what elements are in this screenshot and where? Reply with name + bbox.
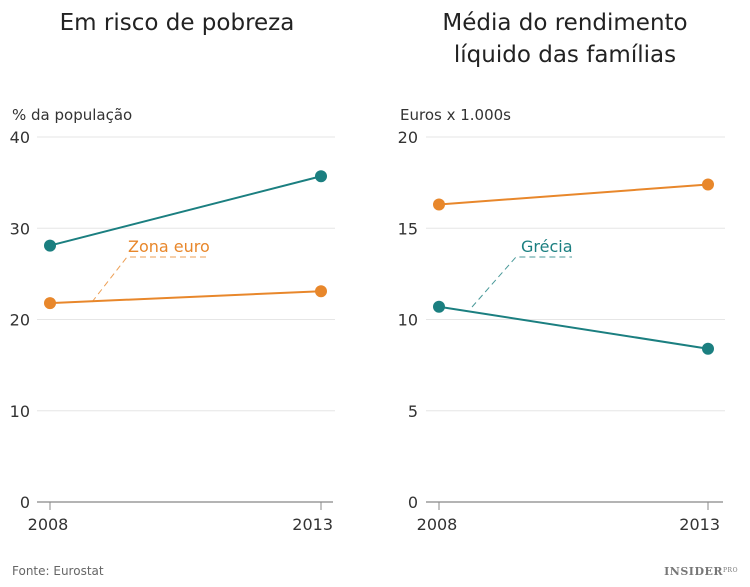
data-point	[702, 342, 714, 355]
data-point	[44, 239, 56, 252]
y-tick-label: 15	[398, 219, 418, 238]
x-tick-label: 2013	[679, 515, 720, 534]
y-tick-label: 0	[408, 493, 418, 512]
chart-2-ylabel: Euros x 1.000s	[400, 106, 511, 124]
data-point	[315, 285, 327, 298]
x-tick-label: 2013	[292, 515, 333, 534]
annotation-leader-line	[91, 256, 207, 303]
y-tick-label: 5	[408, 402, 418, 421]
series-line	[49, 175, 322, 247]
x-tick-label: 2008	[28, 515, 69, 534]
insider-pro-logo: INSIDERPRO	[664, 565, 738, 578]
y-tick-label: 0	[20, 493, 30, 512]
data-point	[433, 300, 445, 313]
data-point	[433, 198, 445, 211]
source-note: Fonte: Eurostat	[12, 564, 104, 578]
y-tick-label: 20	[398, 128, 418, 147]
data-point	[315, 170, 327, 183]
chart-2-title-line-2: líquido das famílias	[454, 42, 676, 68]
chart-2-title-line-1: Média do rendimento	[442, 10, 687, 36]
series-line	[438, 305, 709, 350]
chart-1-ylabel: % da população	[12, 106, 132, 124]
series-line	[438, 183, 709, 206]
series-line	[49, 290, 322, 305]
data-point	[44, 297, 56, 310]
x-tick-label: 2008	[417, 515, 458, 534]
series-annotation-label: Grécia	[521, 237, 573, 256]
y-tick-label: 40	[10, 128, 30, 147]
y-tick-label: 30	[10, 219, 30, 238]
chart-1-title: Em risco de pobreza	[60, 10, 295, 36]
y-tick-label: 10	[398, 311, 418, 330]
annotation-leader-line	[471, 256, 572, 308]
data-point	[702, 178, 714, 191]
y-tick-label: 10	[10, 402, 30, 421]
series-annotation-label: Zona euro	[128, 237, 210, 256]
y-tick-label: 20	[10, 311, 30, 330]
